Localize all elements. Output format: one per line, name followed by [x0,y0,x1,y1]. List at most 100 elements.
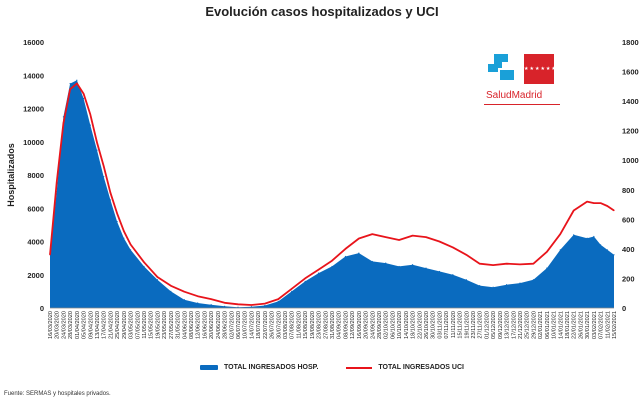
x-tick-label: 03/05/2020 [129,311,135,339]
hospitalized-point [452,274,454,276]
hospitalized-point [505,284,508,286]
icu-point [331,260,333,262]
x-tick-label: 14/01/2021 [558,311,564,339]
x-tick-label: 06/10/2020 [390,311,396,339]
x-tick-label: 19/05/2020 [155,311,161,339]
right-tick-label: 1000 [622,156,639,165]
hospitalized-point [385,262,387,264]
icu-point [438,240,441,243]
icu-point [492,264,494,266]
icu-point [317,268,320,271]
x-tick-label: 07/11/2020 [444,311,450,339]
icu-point [599,202,602,204]
salud-madrid-logo: ★★★★★★★ SaludMadrid [484,52,561,110]
x-tick-label: 28/09/2020 [377,311,383,339]
icu-point [82,93,85,95]
hospitalized-point [223,305,226,307]
x-tick-label: 05/04/2020 [82,311,88,339]
icu-point [237,303,239,305]
x-tick-label: 27/05/2020 [169,311,175,339]
hospitalized-point [492,286,494,288]
legend: TOTAL INGRESADOS HOSP. TOTAL INGRESADOS … [200,364,492,371]
hospitalized-point [69,82,71,85]
icu-line-group [49,82,615,306]
icu-point [532,263,535,265]
hospitalized-point [599,244,602,246]
right-tick-label: 1400 [622,97,639,106]
x-tick-label: 04/06/2020 [182,311,188,339]
x-tick-label: 12/09/2020 [350,311,356,339]
x-tick-label: 31/05/2020 [176,311,182,339]
x-tick-label: 17/04/2020 [102,311,108,339]
x-tick-label: 16/03/2020 [48,311,54,339]
madrid-flag-icon: ★★★★★★★ [524,54,561,84]
x-tick-label: 21/04/2020 [108,311,114,339]
x-tick-label: 02/10/2020 [384,311,390,339]
hospitalized-point [425,267,427,269]
hospitalized-point [237,306,239,308]
x-tick-label: 28/06/2020 [223,311,229,339]
icu-point [344,248,347,250]
x-tick-label: 18/01/2021 [565,311,571,339]
x-tick-label: 10/07/2020 [243,311,249,339]
x-tick-label: 05/12/2020 [491,311,497,339]
right-tick-label: 600 [622,215,635,224]
hospitalized-point [264,304,266,307]
x-tick-label: 26/01/2021 [578,311,584,339]
icu-point [170,285,172,287]
x-tick-label: 14/07/2020 [249,311,255,339]
logo-underline [484,104,560,105]
x-tick-label: 31/08/2020 [330,311,336,339]
x-tick-label: 19/08/2020 [310,311,316,339]
icu-point [586,201,588,203]
icu-point [156,276,159,278]
hospitalized-point [613,254,615,256]
left-tick-label: 2000 [27,271,44,280]
icu-point [573,209,575,212]
x-tick-label: 30/07/2020 [276,311,282,339]
left-tick-label: 0 [40,304,44,313]
icu-point [264,302,266,305]
icu-point [116,212,118,215]
left-tick-label: 10000 [23,138,44,147]
icu-point [519,263,521,266]
hospitalized-point [331,265,333,268]
icu-point [479,263,481,265]
x-tick-label: 03/02/2021 [592,311,598,339]
icu-point [129,243,132,246]
left-tick-label: 16000 [23,38,44,47]
x-tick-label: 20/06/2020 [209,311,215,339]
left-tick-label: 14000 [23,71,44,80]
hospitalized-point [143,265,145,268]
x-tick-label: 29/04/2020 [122,311,128,339]
legend-label-hosp: TOTAL INGRESADOS HOSP. [224,364,319,371]
x-tick-label: 25/12/2020 [525,311,531,339]
x-tick-label: 11/11/2020 [451,311,457,338]
icu-point [593,202,595,204]
x-tick-label: 22/01/2021 [572,311,578,339]
right-tick-label: 200 [622,274,635,283]
x-tick-label: 02/07/2020 [229,311,235,339]
x-tick-label: 03/08/2020 [283,311,289,339]
chart-title: Evolución casos hospitalizados y UCI [205,4,439,19]
hospitalized-point [210,304,212,306]
y-axis-label: Hospitalizados [6,143,16,207]
legend-swatch-hosp [200,365,218,370]
x-tick-label: 23/08/2020 [317,311,323,339]
icu-point [210,298,212,300]
hospitalized-point [438,270,441,273]
hospitalized-point [82,97,85,100]
icu-point [103,165,105,167]
hospitalized-point [398,265,400,268]
legend-item-uci: TOTAL INGRESADOS UCI [346,364,464,371]
x-tick-label: 30/01/2021 [585,311,591,339]
icu-point [465,254,467,256]
x-tick-label: 22/07/2020 [263,311,269,339]
hospitalized-point [129,249,132,251]
icu-point [49,254,51,256]
legend-label-uci: TOTAL INGRESADOS UCI [378,364,464,371]
left-axis-ticks: 0 2000 4000 6000 8000 10000 12000 14000 16000 [23,38,44,313]
hospitalized-point [606,249,608,251]
right-tick-label: 400 [622,245,635,254]
